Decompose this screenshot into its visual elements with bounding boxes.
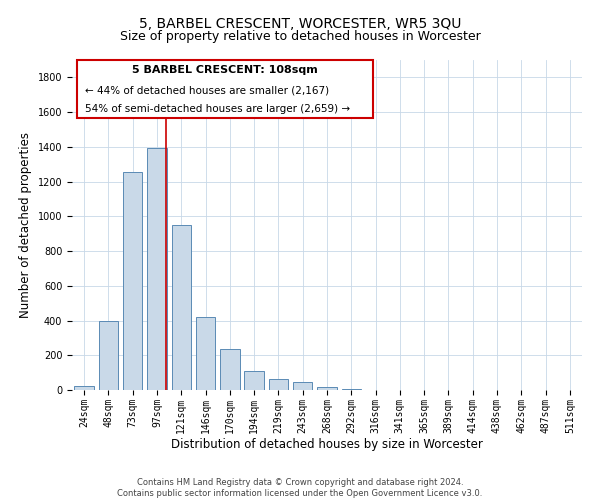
Text: ← 44% of detached houses are smaller (2,167): ← 44% of detached houses are smaller (2,… (85, 86, 329, 96)
Bar (317, 388, 337, 390)
Bar (147, 148, 167, 390)
Text: 5, BARBEL CRESCENT, WORCESTER, WR5 3QU: 5, BARBEL CRESCENT, WORCESTER, WR5 3QU (139, 18, 461, 32)
Bar (269, 378, 288, 390)
Text: Size of property relative to detached houses in Worcester: Size of property relative to detached ho… (119, 30, 481, 43)
Bar (196, 317, 215, 390)
Text: 54% of semi-detached houses are larger (2,659) →: 54% of semi-detached houses are larger (… (85, 104, 350, 114)
Bar (172, 225, 191, 390)
Y-axis label: Number of detached properties: Number of detached properties (19, 132, 32, 318)
Bar (99, 322, 118, 390)
Text: 5 BARBEL CRESCENT: 108sqm: 5 BARBEL CRESCENT: 108sqm (132, 66, 318, 76)
Bar (244, 371, 264, 390)
Bar (123, 172, 142, 390)
FancyBboxPatch shape (77, 60, 373, 118)
Bar (293, 382, 313, 390)
Text: Contains HM Land Registry data © Crown copyright and database right 2024.
Contai: Contains HM Land Registry data © Crown c… (118, 478, 482, 498)
X-axis label: Distribution of detached houses by size in Worcester: Distribution of detached houses by size … (171, 438, 483, 452)
Bar (74, 386, 94, 390)
Bar (220, 349, 239, 390)
